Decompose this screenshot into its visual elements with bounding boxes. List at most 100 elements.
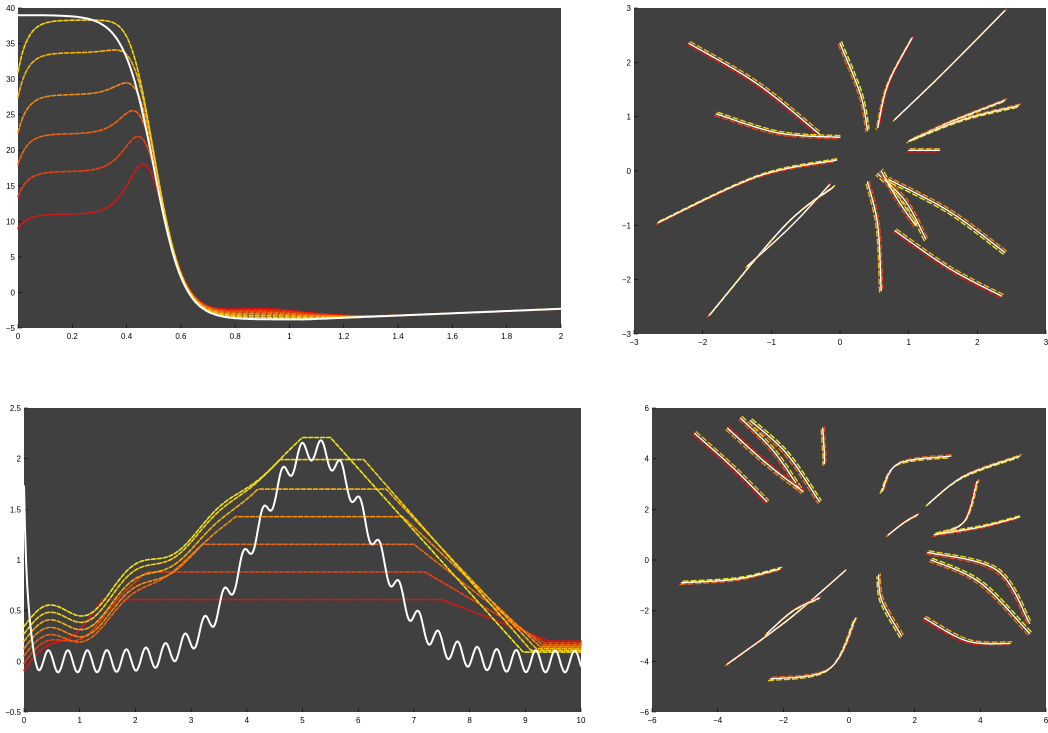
exact-trajectory: [688, 42, 821, 135]
iterate-trajectory: [925, 553, 1029, 626]
iterate-trajectory: [725, 429, 803, 494]
exact-trajectory: [894, 230, 1003, 297]
exact-trajectory: [877, 37, 913, 129]
iterate-trajectory: [692, 434, 766, 504]
iterate-trajectory: [682, 566, 783, 582]
iterate-trajectory: [878, 171, 929, 238]
axes-2: −3 −2 −1 0 1 2 3 −3 −2 −1 0 1 2 3: [622, 4, 1048, 347]
exact-trajectory: [877, 173, 927, 240]
exact-trajectory: [894, 10, 1006, 121]
iterate-trajectory: [658, 157, 839, 222]
y-tick-label: 0.5: [10, 607, 22, 616]
x-tick-label: −1: [767, 338, 777, 347]
iterate-line: [23, 436, 582, 653]
x-tick-label: −4: [713, 716, 723, 725]
y-tick-label: 1: [627, 113, 632, 122]
y-tick-label: 2: [627, 58, 632, 67]
y-tick-label: 30: [6, 75, 15, 84]
axes-background: [24, 408, 581, 712]
x-tick-label: 3: [1044, 338, 1048, 347]
iterate-trajectory: [889, 176, 1008, 252]
iterate-trajectory: [714, 114, 840, 140]
axes-3: 0 1 2 3 4 5 6 7 8 9 10−0.500.511.522.5: [5, 404, 586, 725]
iterate-trajectory: [925, 616, 1013, 643]
iterate-line: [23, 488, 582, 650]
iterate-trajectory: [885, 180, 1004, 255]
iterate-trajectory: [876, 576, 901, 639]
exact-trajectory: [927, 551, 1031, 624]
iterate-line: [17, 82, 562, 318]
x-tick-label: 1.6: [447, 332, 459, 341]
exact-trajectory: [930, 559, 1031, 635]
iterate-trajectory: [689, 41, 822, 134]
x-tick-label: 1: [287, 332, 292, 341]
x-tick-label: 0.8: [230, 332, 242, 341]
y-tick-label: 0: [627, 167, 632, 176]
iterate-trajectory: [895, 228, 1004, 296]
iterate-line: [23, 458, 582, 652]
exact-trajectory: [680, 568, 781, 584]
x-tick-label: 1: [77, 716, 82, 725]
exact-trajectory: [923, 617, 1011, 645]
iterate-trajectory: [840, 41, 870, 130]
exact-trajectory: [769, 617, 857, 680]
y-tick-label: 6: [645, 404, 650, 413]
y-tick-label: −0.5: [5, 708, 21, 717]
exact-trajectory: [866, 181, 882, 292]
x-tick-label: 9: [523, 716, 528, 725]
iterate-trajectory: [748, 421, 819, 504]
exact-trajectory: [927, 455, 1021, 505]
iterate-trajectory: [686, 44, 819, 137]
y-tick-label: −1: [622, 221, 632, 230]
x-tick-label: 0: [847, 716, 852, 725]
exact-trajectory: [708, 186, 834, 316]
x-tick-label: 1.2: [338, 332, 350, 341]
x-tick-label: 2: [559, 332, 564, 341]
y-tick-label: 0: [17, 657, 22, 666]
x-tick-label: 1.8: [501, 332, 513, 341]
y-tick-label: −3: [622, 330, 632, 339]
exact-trajectory: [739, 417, 801, 490]
y-tick-label: 0: [11, 288, 16, 297]
y-tick-label: 4: [645, 455, 650, 464]
exact-trajectory: [766, 597, 821, 635]
iterate-trajectory: [892, 231, 1001, 299]
exact-trajectory: [887, 178, 1006, 254]
iterate-trajectory: [751, 418, 822, 501]
iterate-trajectory: [728, 426, 806, 491]
exact-trajectory: [880, 170, 917, 226]
y-tick-label: 1: [17, 556, 22, 565]
exact-trajectory: [933, 516, 1021, 536]
iterate-trajectory: [909, 106, 1018, 142]
exact-trajectory: [877, 574, 903, 637]
y-tick-label: 20: [6, 146, 15, 155]
iterate-trajectory: [823, 426, 827, 463]
iterate-trajectory: [935, 514, 1022, 534]
iterate-trajectory: [928, 550, 1032, 623]
x-tick-label: 0.4: [121, 332, 133, 341]
y-tick-label: 15: [6, 182, 15, 191]
x-tick-label: 1.4: [393, 332, 405, 341]
x-tick-label: 0.6: [175, 332, 187, 341]
x-tick-label: 6: [356, 716, 361, 725]
exact-trajectory: [749, 420, 821, 503]
exact-solution-line: [23, 439, 582, 674]
iterate-trajectory: [679, 569, 780, 586]
axes-background: [18, 8, 561, 328]
y-tick-label: −2: [622, 276, 632, 285]
iterate-trajectory: [865, 182, 881, 293]
y-tick-label: 0: [645, 556, 650, 565]
iterate-line: [23, 571, 582, 664]
exact-trajectory: [746, 183, 831, 267]
y-tick-label: 2: [17, 455, 22, 464]
y-tick-label: 5: [11, 253, 16, 262]
iterate-trajectory: [820, 429, 824, 466]
x-tick-label: 2: [133, 716, 138, 725]
iterate-trajectory: [932, 517, 1019, 537]
x-tick-label: 10: [577, 716, 586, 725]
exact-trajectory: [715, 113, 841, 138]
exact-trajectory: [822, 427, 826, 465]
y-tick-label: −2: [640, 607, 650, 616]
iterate-trajectory: [882, 168, 918, 225]
x-tick-label: 6: [1044, 716, 1048, 725]
